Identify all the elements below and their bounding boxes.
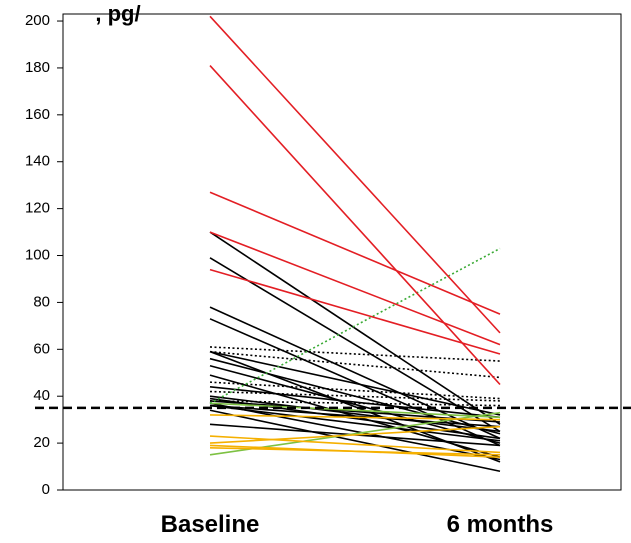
series-line-4 — [209, 268, 501, 355]
series-line-21 — [209, 409, 501, 473]
series-line-28 — [209, 247, 501, 404]
series-line-0 — [209, 15, 501, 334]
series-line-5 — [209, 231, 501, 426]
y-tick-label-140: 140 — [25, 153, 50, 170]
series-line-14 — [209, 386, 501, 419]
series-line-24 — [209, 350, 501, 379]
y-tick-label-0: 0 — [42, 481, 50, 498]
series-line-2 — [209, 191, 501, 315]
series-line-7 — [209, 306, 501, 440]
series-line-23 — [209, 346, 501, 362]
plot-frame — [62, 13, 622, 491]
series-line-19 — [209, 404, 501, 442]
x-category-label-0: Baseline — [161, 511, 260, 538]
series-line-27 — [209, 400, 501, 407]
series-line-3 — [209, 231, 501, 346]
series-line-1 — [209, 65, 501, 386]
y-tick-label-120: 120 — [25, 200, 50, 217]
y-tick-label-180: 180 — [25, 59, 50, 76]
series-line-9 — [209, 350, 501, 416]
series-line-6 — [209, 257, 501, 433]
series-line-32 — [209, 435, 501, 454]
y-tick-label-60: 60 — [33, 340, 50, 357]
x-category-label-1: 6 months — [447, 511, 554, 538]
label-layer: 0 20 40 60 80 100 120 140 160 180 200 Baseline 6 mon… — [25, 12, 553, 538]
axis-layer — [57, 13, 622, 491]
series-line-8 — [209, 318, 501, 447]
y-tick-label-160: 160 — [25, 106, 50, 123]
series-line-30 — [209, 402, 501, 419]
y-tick-label-20: 20 — [33, 434, 50, 451]
series-line-25 — [209, 381, 501, 400]
series-line-15 — [209, 395, 501, 433]
series-line-33 — [209, 425, 501, 444]
y-tick-label-80: 80 — [33, 293, 50, 310]
y-tick-label-200: 200 — [25, 12, 50, 29]
series-line-20 — [209, 404, 501, 428]
series-line-26 — [209, 390, 501, 402]
series-layer — [209, 15, 501, 473]
y-tick-label-40: 40 — [33, 387, 50, 404]
series-line-31 — [209, 414, 501, 421]
series-line-35 — [209, 446, 501, 456]
y-tick-label-100: 100 — [25, 246, 50, 263]
